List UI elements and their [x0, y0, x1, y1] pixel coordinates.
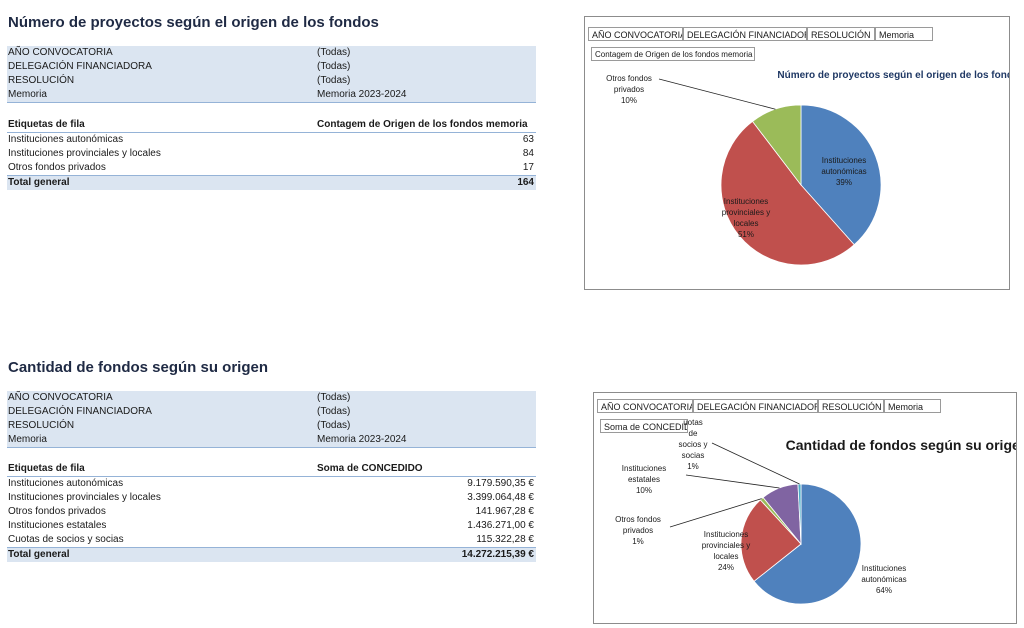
pie-slice-instituciones-provinciales-y-locales[interactable] [720, 120, 855, 266]
data-label-otros-fondos-privados: Otros fondos privados 10% [606, 74, 652, 105]
value-header: Contagem de Origen de los fondos memoria [317, 119, 528, 130]
filter-label: AÑO CONVOCATORIA [8, 392, 113, 403]
filter-row-resolution[interactable]: RESOLUCIÓN (Todas) [7, 419, 536, 433]
chart2-field-resolution-button[interactable]: RESOLUCIÓN [818, 399, 884, 413]
chart1-value-field-button[interactable]: Contagem de Origen de los fondos memoria [591, 47, 755, 61]
filter-value[interactable]: (Todas) [317, 420, 351, 431]
data-label-instituciones-autonomicas: Instituciones autonómicas 39% [821, 156, 866, 187]
row-value: 17 [522, 162, 534, 173]
pivot-header-row: Etiquetas de fila Soma de CONCEDIDO [7, 462, 536, 477]
section2-report-filters: AÑO CONVOCATORIA (Todas) DELEGACIÓN FINA… [7, 391, 536, 448]
pie-slice-instituciones-autonomicas[interactable] [800, 104, 882, 246]
chart2-container[interactable]: AÑO CONVOCATORIA DELEGACIÓN FINANCIADORA… [593, 392, 1017, 624]
filter-row-delegation[interactable]: DELEGACIÓN FINANCIADORA (Todas) [7, 405, 536, 419]
table-row: Instituciones autonómicas 9.179.590,35 € [7, 477, 536, 491]
row-label: Instituciones provinciales y locales [8, 148, 161, 159]
chart1-field-resolution-button[interactable]: RESOLUCIÓN [807, 27, 875, 41]
data-label-otros-fondos-privados: Otros fondos privados 1% [615, 515, 661, 546]
filter-row-resolution[interactable]: RESOLUCIÓN (Todas) [7, 74, 536, 88]
chart1-pie-svg: Número de proyectos según el origen de l… [606, 70, 1009, 266]
total-row: Total general 164 [7, 175, 536, 190]
leader-line [685, 474, 780, 489]
data-label-instituciones-estatales: Instituciones estatales 10% [622, 464, 666, 495]
chart2-title: Cantidad de fondos según su origen [786, 437, 1016, 453]
row-label: Instituciones provinciales y locales [8, 492, 161, 503]
filter-label: DELEGACIÓN FINANCIADORA [8, 406, 152, 417]
filter-value[interactable]: (Todas) [317, 406, 351, 417]
chart1-field-memoria-button[interactable]: Memoria [875, 27, 933, 41]
section1-report-filters: AÑO CONVOCATORIA (Todas) DELEGACIÓN FINA… [7, 46, 536, 103]
pie-slice-instituciones-provinciales-y-locales[interactable] [740, 499, 802, 582]
filter-value[interactable]: Memoria 2023-2024 [317, 89, 407, 100]
chart1-container[interactable]: AÑO CONVOCATORIA DELEGACIÓN FINANCIADORA… [584, 16, 1010, 290]
filter-value[interactable]: Memoria 2023-2024 [317, 434, 407, 445]
total-label: Total general [8, 177, 70, 188]
table-row: Otros fondos privados 141.967,28 € [7, 505, 536, 519]
section1-title: Número de proyectos según el origen de l… [8, 14, 379, 31]
filter-row-delegation[interactable]: DELEGACIÓN FINANCIADORA (Todas) [7, 60, 536, 74]
row-label: Instituciones estatales [8, 520, 107, 531]
row-label: Otros fondos privados [8, 506, 106, 517]
value-header: Soma de CONCEDIDO [317, 463, 423, 474]
table-row: Instituciones provinciales y locales 3.3… [7, 491, 536, 505]
row-labels-header[interactable]: Etiquetas de fila [8, 463, 85, 474]
filter-label: AÑO CONVOCATORIA [8, 47, 113, 58]
data-label-instituciones-provinciales-y-locales: Instituciones provinciales y locales 24% [702, 530, 750, 572]
filter-row-year[interactable]: AÑO CONVOCATORIA (Todas) [7, 391, 536, 405]
table-row: Instituciones autonómicas 63 [7, 133, 536, 147]
table-row: Instituciones estatales 1.436.271,00 € [7, 519, 536, 533]
row-value: 84 [522, 148, 534, 159]
filter-row-memoria[interactable]: Memoria Memoria 2023-2024 [7, 88, 536, 102]
table-row: Instituciones provinciales y locales 84 [7, 147, 536, 161]
row-value: 63 [522, 134, 534, 145]
chart1-field-delegation-button[interactable]: DELEGACIÓN FINANCIADORA [683, 27, 807, 41]
row-label: Cuotas de socios y socias [8, 534, 124, 545]
total-value: 164 [517, 177, 534, 188]
chart1-title: Número de proyectos según el origen de l… [777, 70, 1009, 81]
data-label-instituciones-provinciales-y-locales: Instituciones provinciales y locales 51% [722, 197, 770, 239]
filter-row-memoria[interactable]: Memoria Memoria 2023-2024 [7, 433, 536, 447]
filter-value[interactable]: (Todas) [317, 392, 351, 403]
pie-slice-otros-fondos-privados[interactable] [751, 104, 802, 187]
table-row: Cuotas de socios y socias 115.322,28 € [7, 533, 536, 547]
data-label-uotas-de-socios-y-socias: uotas de socios y socias 1% [679, 418, 708, 471]
row-value: 9.179.590,35 € [467, 478, 534, 489]
chart2-pie-svg: Cantidad de fondos según su origen Insti… [615, 418, 1016, 605]
row-label: Otros fondos privados [8, 162, 106, 173]
row-value: 1.436.271,00 € [467, 520, 534, 531]
chart2-value-field-button[interactable]: Soma de CONCEDIDO [600, 419, 688, 433]
row-value: 3.399.064,48 € [467, 492, 534, 503]
row-label: Instituciones autonómicas [8, 478, 124, 489]
section1-pivot-table: Etiquetas de fila Contagem de Origen de … [7, 118, 536, 190]
total-value: 14.272.215,39 € [461, 549, 534, 560]
table-row: Otros fondos privados 17 [7, 161, 536, 175]
section2-title: Cantidad de fondos según su origen [8, 359, 269, 376]
chart2-field-delegation-button[interactable]: DELEGACIÓN FINANCIADORA [693, 399, 818, 413]
total-label: Total general [8, 549, 70, 560]
filter-label: DELEGACIÓN FINANCIADORA [8, 61, 152, 72]
row-label: Instituciones autonómicas [8, 134, 124, 145]
chart1-field-year-button[interactable]: AÑO CONVOCATORIA [588, 27, 683, 41]
filter-label: Memoria [8, 89, 47, 100]
leader-line [669, 498, 762, 528]
row-labels-header[interactable]: Etiquetas de fila [8, 119, 85, 130]
filter-label: RESOLUCIÓN [8, 420, 75, 431]
chart2-field-year-button[interactable]: AÑO CONVOCATORIA [597, 399, 693, 413]
row-value: 115.322,28 € [476, 534, 534, 545]
filter-value[interactable]: (Todas) [317, 61, 351, 72]
filter-label: Memoria [8, 434, 47, 445]
filter-value[interactable]: (Todas) [317, 47, 351, 58]
filter-value[interactable]: (Todas) [317, 75, 351, 86]
pie-slice-instituciones-autonomicas[interactable] [753, 483, 862, 605]
section2-pivot-table: Etiquetas de fila Soma de CONCEDIDO Inst… [7, 462, 536, 562]
data-label-instituciones-autonomicas: Instituciones autonómicas 64% [861, 564, 906, 595]
leader-line [658, 78, 776, 110]
leader-line [711, 442, 800, 485]
row-value: 141.967,28 € [475, 506, 534, 517]
total-row: Total general 14.272.215,39 € [7, 547, 536, 562]
filter-row-year[interactable]: AÑO CONVOCATORIA (Todas) [7, 46, 536, 60]
pivot-header-row: Etiquetas de fila Contagem de Origen de … [7, 118, 536, 133]
filter-label: RESOLUCIÓN [8, 75, 75, 86]
chart2-field-memoria-button[interactable]: Memoria [884, 399, 941, 413]
